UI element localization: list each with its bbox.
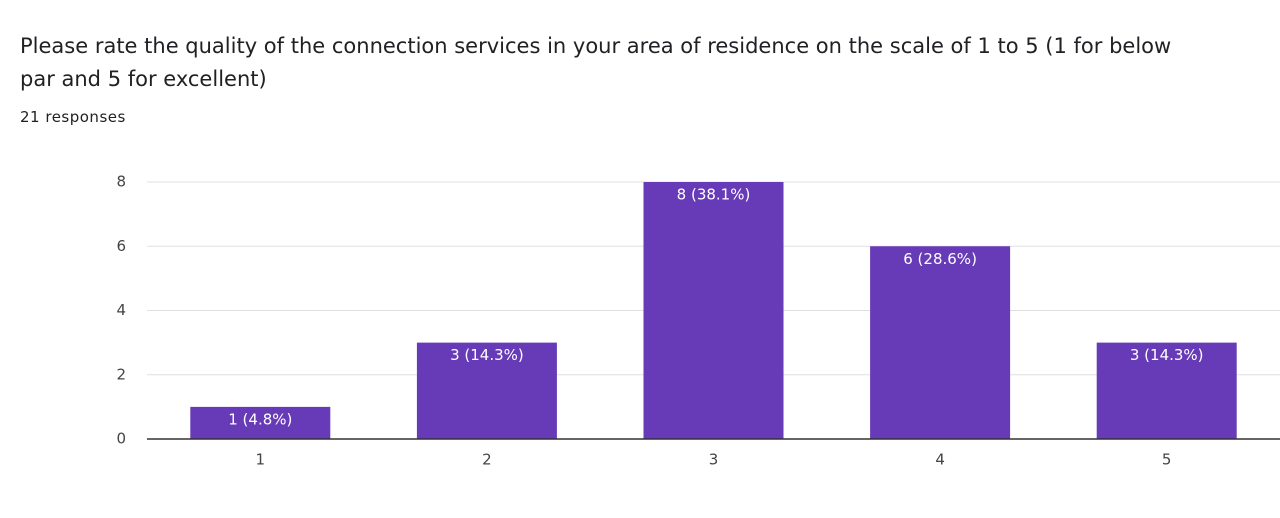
x-tick-label: 3 (709, 451, 719, 469)
value-label: 1 (4.8%) (228, 410, 292, 428)
bar (416, 342, 557, 439)
bar (643, 182, 784, 439)
value-label: 6 (28.6%) (903, 250, 977, 268)
chart-subtitle: 21 responses (20, 108, 126, 126)
x-tick-label: 1 (256, 451, 266, 469)
chart-title: Please rate the quality of the connectio… (20, 34, 1172, 91)
bar (190, 406, 331, 439)
x-tick-label: 2 (482, 451, 492, 469)
y-tick-label: 2 (116, 365, 126, 383)
value-label: 8 (38.1%) (677, 186, 751, 204)
y-tick-label: 0 (116, 430, 126, 448)
x-tick-label: 5 (1162, 451, 1172, 469)
bar (1096, 342, 1237, 439)
x-tick-label: 4 (935, 451, 945, 469)
y-tick-label: 8 (116, 173, 126, 191)
value-label: 3 (14.3%) (450, 346, 524, 364)
value-label: 3 (14.3%) (1130, 346, 1204, 364)
y-tick-label: 6 (116, 237, 126, 255)
y-tick-label: 4 (116, 301, 126, 319)
bar (870, 246, 1011, 439)
